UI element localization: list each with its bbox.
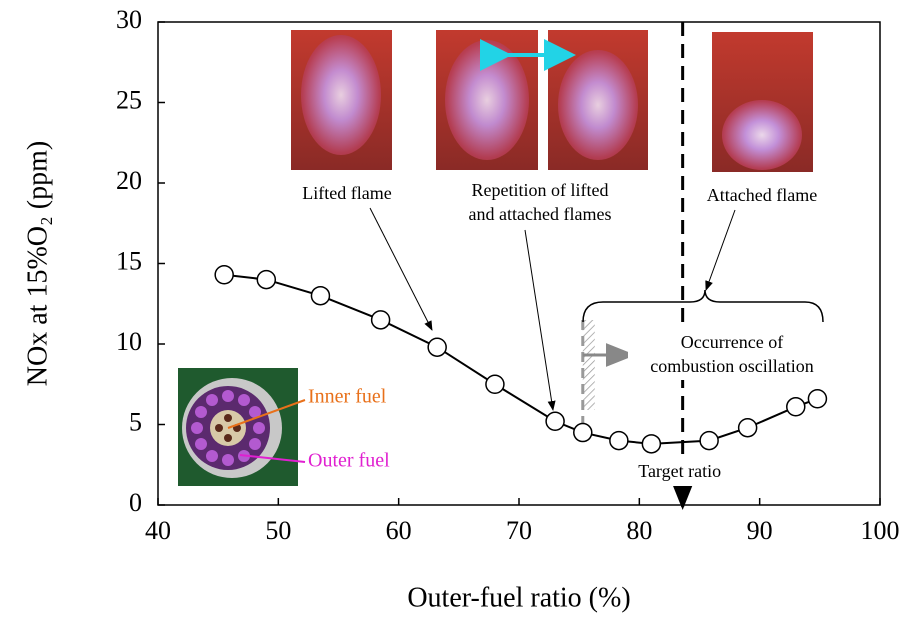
y-tick-label: 5 bbox=[129, 407, 142, 436]
y-tick-label: 30 bbox=[116, 5, 142, 34]
data-point bbox=[807, 388, 828, 409]
data-point bbox=[737, 417, 758, 438]
target-ratio-label: Target ratio bbox=[638, 461, 721, 481]
y-tick-label: 0 bbox=[129, 488, 142, 517]
y-tick-label: 15 bbox=[116, 246, 142, 275]
y-axis-label: NOx at 15%O₂ (ppm) bbox=[22, 141, 53, 386]
data-point bbox=[310, 285, 331, 306]
oscillation-onset bbox=[582, 320, 595, 410]
flame-photos bbox=[291, 30, 813, 172]
attached-arrow bbox=[705, 209, 736, 291]
lifted-label: Lifted flame bbox=[302, 183, 391, 203]
x-tick-label: 70 bbox=[506, 516, 532, 545]
data-point bbox=[485, 374, 505, 394]
oscillation-label: combustion oscillation bbox=[650, 356, 814, 376]
x-tick-label: 40 bbox=[145, 516, 171, 545]
lifted-arrow bbox=[369, 207, 433, 331]
data-point bbox=[256, 269, 277, 290]
oscillation-label-bg bbox=[628, 330, 833, 380]
target-label-bg bbox=[622, 460, 743, 486]
repetition-label: Repetition of lifted bbox=[472, 180, 609, 200]
data-point bbox=[609, 430, 629, 451]
repetition-label: and attached flames bbox=[469, 204, 612, 224]
data-point bbox=[214, 265, 234, 285]
x-tick-label: 80 bbox=[626, 516, 652, 545]
data-point bbox=[427, 337, 447, 357]
x-tick-label: 50 bbox=[265, 516, 291, 545]
data-point bbox=[641, 434, 662, 454]
oscillation-label: Occurrence of bbox=[681, 332, 783, 352]
data-point bbox=[545, 411, 565, 432]
data-point bbox=[699, 430, 719, 451]
inner-fuel-label: Inner fuel bbox=[308, 386, 387, 408]
y-tick-label: 10 bbox=[116, 327, 142, 356]
x-tick-label: 90 bbox=[747, 516, 773, 545]
x-axis-label: Outer-fuel ratio (%) bbox=[407, 582, 630, 613]
oscillation-brace bbox=[582, 289, 824, 323]
data-point bbox=[573, 422, 593, 443]
x-tick-label: 100 bbox=[861, 516, 900, 545]
repetition-arrow bbox=[524, 229, 556, 411]
data-point bbox=[786, 397, 806, 417]
outer-fuel-label: Outer fuel bbox=[308, 450, 390, 472]
y-tick-label: 25 bbox=[116, 85, 142, 114]
y-tick-label: 20 bbox=[116, 166, 142, 195]
attached-label: Attached flame bbox=[707, 185, 817, 205]
data-point bbox=[370, 310, 391, 330]
inset-photo bbox=[178, 368, 306, 486]
x-tick-label: 60 bbox=[386, 516, 412, 545]
